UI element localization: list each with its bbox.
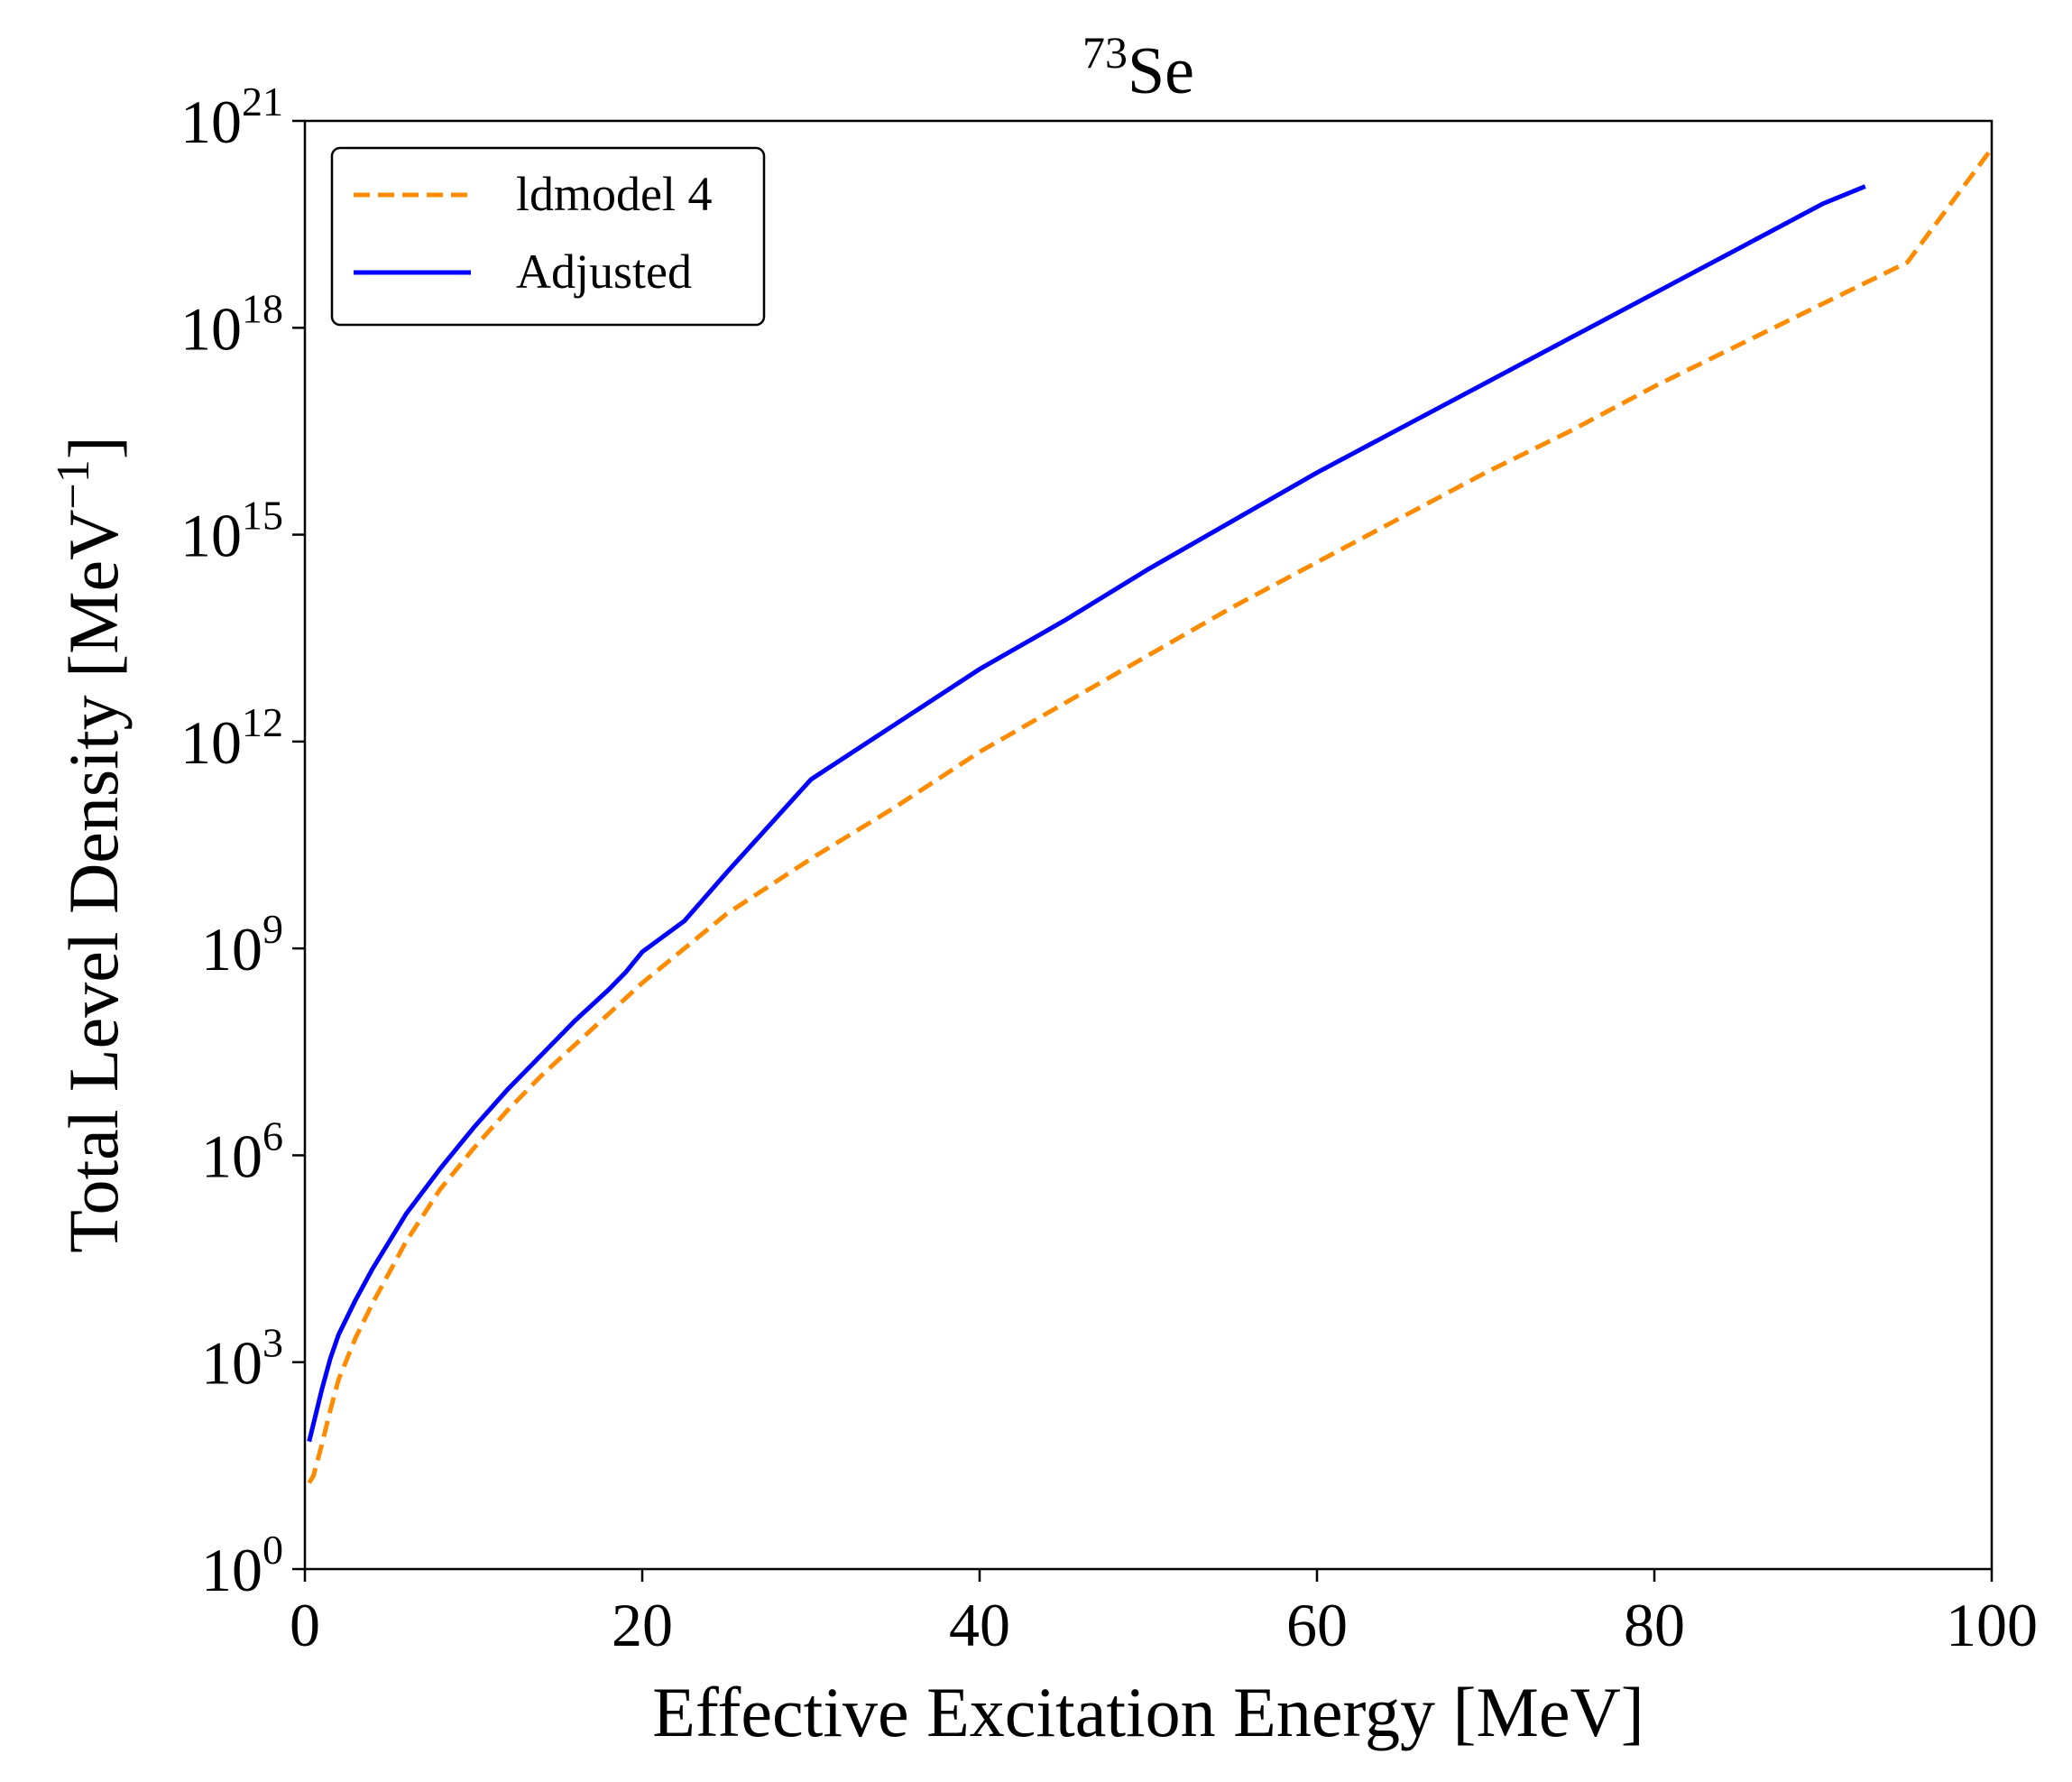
x-tick-label: 40 <box>949 1591 1010 1659</box>
series-layer <box>307 147 1994 1484</box>
legend: ldmodel 4 Adjusted <box>330 146 766 327</box>
y-tick-label: 106 <box>201 1113 283 1190</box>
y-axis-label-close: ] <box>54 436 133 459</box>
y-tick-label-exponent: 3 <box>262 1320 283 1366</box>
y-tick-label-base: 10 <box>201 1329 262 1398</box>
y-tick-label: 1018 <box>180 285 283 363</box>
y-tick-label-exponent: 21 <box>242 78 283 125</box>
x-tick-label: 100 <box>1946 1591 2038 1659</box>
x-tick-label: 0 <box>290 1591 320 1659</box>
x-tick-label: 20 <box>612 1591 673 1659</box>
legend-box <box>330 146 766 327</box>
x-tick-label: 60 <box>1286 1591 1348 1659</box>
series-line-adjusted <box>307 184 1866 1443</box>
y-tick-label-exponent: 6 <box>262 1113 283 1159</box>
y-tick-label-exponent: 18 <box>242 285 283 331</box>
y-tick-label-base: 10 <box>201 1122 262 1190</box>
y-tick-label-base: 10 <box>201 1536 262 1604</box>
chart-title-main: Se <box>1128 34 1194 108</box>
y-tick-label: 109 <box>201 906 283 983</box>
x-axis-ticks: 0 20 40 60 80 100 <box>290 1569 2038 1659</box>
legend-label-ldmodel-4: ldmodel 4 <box>516 167 712 221</box>
y-tick-label-exponent: 9 <box>262 906 283 952</box>
y-axis-label: Total Level Density [MeV−1] <box>48 436 133 1252</box>
x-axis-label: Effective Excitation Energy [MeV] <box>652 1673 1644 1751</box>
y-axis-label-main: Total Level Density [MeV <box>54 510 133 1253</box>
y-tick-label-base: 10 <box>180 502 242 570</box>
chart-title-superscript: 73 <box>1082 27 1128 78</box>
y-tick-label-exponent: 0 <box>262 1527 283 1573</box>
y-tick-label: 103 <box>201 1320 283 1398</box>
y-tick-label: 1012 <box>180 699 283 777</box>
x-tick-label: 80 <box>1624 1591 1685 1659</box>
plot-frame <box>303 119 1994 1571</box>
y-tick-label-base: 10 <box>180 88 242 156</box>
y-axis-label-superscript: −1 <box>48 459 99 509</box>
y-tick-label-base: 10 <box>180 708 242 777</box>
chart-title-text: 73Se <box>1082 27 1194 108</box>
y-tick-label: 1015 <box>180 493 283 570</box>
y-tick-label: 100 <box>201 1527 283 1604</box>
plot-area <box>305 121 1992 1569</box>
y-tick-label: 1021 <box>180 78 283 156</box>
series-line-ldmodel-4 <box>307 147 1994 1484</box>
y-tick-label-exponent: 12 <box>242 699 283 745</box>
y-tick-label-base: 10 <box>201 915 262 983</box>
chart-title: 73Se <box>1082 27 1194 108</box>
y-tick-label-base: 10 <box>180 294 242 363</box>
legend-label-adjusted: Adjusted <box>516 245 692 299</box>
y-tick-label-exponent: 15 <box>242 493 283 539</box>
